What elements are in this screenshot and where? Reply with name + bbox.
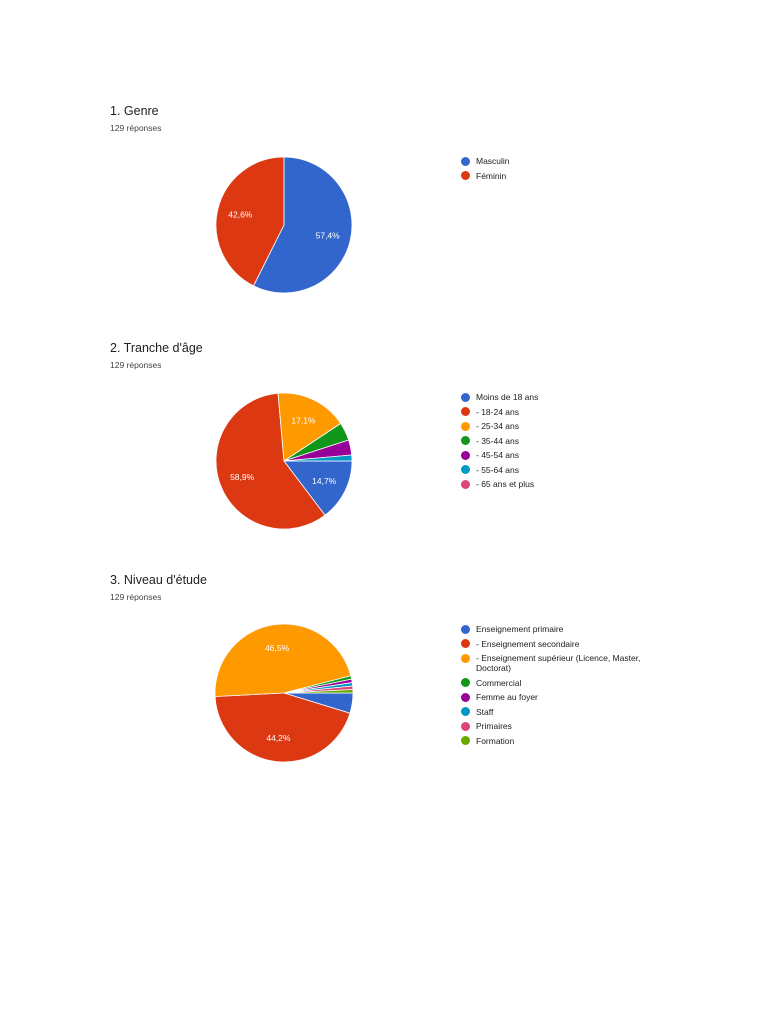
legend-label: - 25-34 ans [476,421,519,431]
legend-swatch-icon [461,450,470,460]
pie-slice-55-64-ans[interactable] [283,454,353,462]
pie-label-25-34-ans: 17,1% [291,416,316,426]
legend-label: - 65 ans et plus [476,479,535,489]
chart-genre: 1. Genre 129 réponses 57,4% 42,6% Masculi… [108,104,668,304]
chart-legend: Enseignement primaire - Enseignement seco… [461,624,651,750]
legend-swatch-icon [461,639,470,648]
legend-item-enseignement-secondaire[interactable]: - Enseignement secondaire [461,639,651,649]
legend-swatch-icon [461,407,470,416]
legend-swatch-icon [461,171,470,180]
legend-item-formation[interactable]: Formation [461,736,651,746]
chart-title: 2. Tranche d'âge [110,341,203,355]
pie-label-enseignement-secondaire: 44,2% [266,733,291,743]
pie-label-enseignement-superieur-licence-master-doctorat: 46,5% [265,643,290,653]
legend-swatch-icon [461,421,470,431]
legend-swatch-icon [461,721,470,731]
legend-item-enseignement-primaire[interactable]: Enseignement primaire [461,624,651,634]
legend-label: Primaires [476,721,512,731]
legend-label: Femme au foyer [476,692,538,702]
chart-subtitle: 129 réponses [110,360,162,370]
pie-slice-moins-de-18-ans[interactable] [283,460,353,516]
legend-item-masculin[interactable]: Masculin [461,156,510,166]
chart-title: 1. Genre [110,104,159,118]
legend-label: - Enseignement supérieur (Licence, Maste… [476,653,641,673]
legend-item-staff[interactable]: Staff [461,707,651,717]
legend-label: - Enseignement secondaire [476,638,580,649]
pie-chart: 14,7% 58,9% 17,1% [215,392,353,530]
pie-slice-enseignement-superieur-licence-master-doctorat[interactable] [214,623,352,697]
legend-label: - 45-54 ans [476,450,519,460]
legend-item-commercial[interactable]: Commercial [461,678,651,688]
legend-label: Moins de 18 ans [476,392,539,402]
legend-swatch-icon [461,436,470,445]
pie-label-moins-de-18-ans: 14,7% [312,476,337,486]
chart-legend: Masculin Féminin [461,156,510,185]
pie-slice-masculin[interactable] [252,156,353,294]
chart-title: 3. Niveau d'étude [110,573,207,587]
legend-item-18-24-ans[interactable]: - 18-24 ans [461,407,538,417]
legend-label: Commercial [476,677,522,688]
legend-item-65-ans-et-plus[interactable]: - 65 ans et plus [461,479,538,489]
legend-label: Féminin [476,170,507,181]
legend-item-feminin[interactable]: Féminin [461,171,510,181]
legend-swatch-icon [461,653,470,663]
legend-item-25-34-ans[interactable]: - 25-34 ans [461,421,538,431]
legend-item-femme-au-foyer[interactable]: Femme au foyer [461,692,651,702]
legend-swatch-icon [461,692,470,702]
legend-item-primaires[interactable]: Primaires [461,721,651,731]
legend-swatch-icon [461,624,470,634]
pie-slice-18-24-ans[interactable] [215,392,326,530]
legend-swatch-icon [461,736,470,745]
pie-chart: 44,2% 46,5% [214,623,354,763]
legend-swatch-icon [461,707,470,716]
legend-item-enseignement-superieur-licence-master-doctorat[interactable]: - Enseignement supérieur (Licence, Maste… [461,653,651,673]
pie-slice-enseignement-secondaire[interactable] [214,692,351,763]
chart-legend: Moins de 18 ans - 18-24 ans - 25-34 ans - 3… [461,392,538,494]
legend-label: - 18-24 ans [476,406,519,417]
pie-label-feminin: 42,6% [228,210,253,220]
pie-slice-25-34-ans[interactable] [277,392,342,462]
pie-slice-feminin[interactable] [215,156,285,287]
legend-swatch-icon [461,465,470,474]
chart-tranche-age: 2. Tranche d'âge 129 réponses 14,7% 58,9%… [108,341,668,541]
pie-label-18-24-ans: 58,9% [230,472,255,482]
legend-swatch-icon [461,392,470,402]
legend-swatch-icon [461,479,470,489]
chart-niveau-etude: 3. Niveau d'étude 129 réponses 44,2% 46,5… [108,573,668,773]
legend-item-55-64-ans[interactable]: - 55-64 ans [461,465,538,475]
legend-label: Masculin [476,156,510,166]
legend-label: - 55-64 ans [476,464,519,475]
legend-swatch-icon [461,156,470,166]
chart-subtitle: 129 réponses [110,123,162,133]
chart-subtitle: 129 réponses [110,592,162,602]
legend-label: Staff [476,706,494,717]
legend-label: Formation [476,735,515,746]
pie-chart: 57,4% 42,6% [215,156,353,294]
legend-swatch-icon [461,678,470,687]
legend-item-35-44-ans[interactable]: - 35-44 ans [461,436,538,446]
legend-label: - 35-44 ans [476,435,519,446]
legend-item-45-54-ans[interactable]: - 45-54 ans [461,450,538,460]
pie-label-masculin: 57,4% [316,230,341,240]
pie-slice-formation[interactable] [283,689,354,694]
legend-item-moins-de-18-ans[interactable]: Moins de 18 ans [461,392,538,402]
legend-label: Enseignement primaire [476,624,564,634]
